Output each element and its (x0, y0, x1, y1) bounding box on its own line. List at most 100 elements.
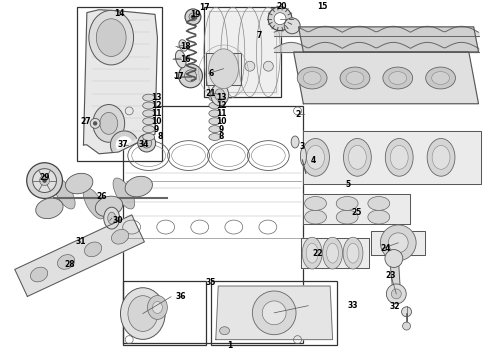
Text: 10: 10 (151, 117, 162, 126)
Circle shape (388, 233, 408, 253)
Polygon shape (298, 27, 479, 52)
Circle shape (185, 9, 201, 25)
Ellipse shape (36, 198, 63, 219)
Ellipse shape (83, 188, 105, 219)
Ellipse shape (297, 67, 327, 89)
Ellipse shape (147, 296, 168, 319)
Text: 37: 37 (117, 140, 128, 149)
Text: 34: 34 (139, 140, 149, 149)
Ellipse shape (66, 173, 93, 194)
Ellipse shape (385, 139, 413, 176)
Ellipse shape (291, 136, 299, 148)
Circle shape (403, 322, 411, 330)
Text: 9: 9 (154, 125, 159, 134)
Text: 5: 5 (345, 180, 351, 189)
Circle shape (43, 179, 46, 182)
Ellipse shape (108, 212, 116, 224)
Circle shape (211, 61, 221, 71)
Text: 24: 24 (381, 244, 392, 253)
Text: 32: 32 (390, 302, 400, 311)
Circle shape (264, 61, 273, 71)
Ellipse shape (121, 288, 165, 339)
Ellipse shape (209, 118, 221, 125)
Polygon shape (117, 137, 131, 149)
Ellipse shape (209, 49, 239, 89)
Polygon shape (83, 10, 157, 154)
Ellipse shape (307, 145, 324, 169)
Text: 12: 12 (217, 101, 227, 110)
Text: 27: 27 (80, 117, 91, 126)
Ellipse shape (306, 243, 318, 263)
Ellipse shape (84, 242, 102, 257)
Text: 14: 14 (114, 9, 125, 18)
Circle shape (138, 134, 156, 152)
Ellipse shape (346, 72, 364, 85)
Text: 21: 21 (206, 89, 216, 98)
Ellipse shape (336, 197, 358, 210)
Ellipse shape (389, 72, 407, 85)
Text: 29: 29 (39, 173, 50, 182)
Ellipse shape (322, 237, 343, 269)
Text: 7: 7 (257, 31, 262, 40)
Text: 19: 19 (190, 10, 200, 19)
Text: 11: 11 (217, 109, 227, 118)
Ellipse shape (347, 243, 359, 263)
Text: 1: 1 (227, 341, 232, 350)
Text: 8: 8 (157, 132, 163, 141)
Ellipse shape (340, 67, 370, 89)
Text: 35: 35 (206, 278, 216, 287)
Ellipse shape (303, 72, 321, 85)
Text: 33: 33 (348, 301, 358, 310)
Circle shape (26, 163, 62, 198)
Text: 22: 22 (313, 249, 323, 258)
Polygon shape (303, 131, 481, 184)
Ellipse shape (143, 102, 155, 109)
Circle shape (284, 18, 300, 34)
Text: 23: 23 (386, 271, 396, 280)
Bar (211, 281, 338, 345)
Polygon shape (390, 256, 401, 297)
Circle shape (262, 301, 286, 325)
Text: 3: 3 (300, 142, 305, 151)
Polygon shape (216, 286, 333, 339)
Circle shape (245, 61, 255, 71)
Ellipse shape (391, 145, 408, 169)
Ellipse shape (336, 210, 358, 224)
Polygon shape (15, 215, 145, 296)
Polygon shape (303, 194, 411, 224)
Ellipse shape (348, 145, 367, 169)
Text: 9: 9 (219, 125, 224, 134)
Circle shape (252, 291, 296, 335)
Circle shape (185, 70, 196, 82)
Ellipse shape (209, 94, 221, 101)
Circle shape (189, 13, 197, 21)
Ellipse shape (383, 67, 413, 89)
Text: 17: 17 (199, 3, 209, 12)
Text: 31: 31 (75, 237, 86, 246)
Polygon shape (294, 52, 479, 104)
Ellipse shape (305, 197, 326, 210)
Text: 25: 25 (352, 208, 362, 217)
Ellipse shape (302, 237, 322, 269)
Ellipse shape (104, 207, 120, 229)
Circle shape (268, 7, 292, 31)
Ellipse shape (125, 176, 152, 197)
Circle shape (94, 122, 97, 125)
Polygon shape (206, 53, 241, 85)
Text: 11: 11 (151, 109, 162, 118)
Polygon shape (110, 131, 137, 152)
Ellipse shape (432, 145, 450, 169)
Ellipse shape (93, 104, 124, 142)
Ellipse shape (209, 134, 221, 140)
Circle shape (387, 284, 406, 304)
Text: 13: 13 (151, 93, 162, 102)
Text: 16: 16 (180, 55, 191, 64)
Polygon shape (371, 231, 425, 255)
Ellipse shape (111, 229, 129, 244)
Bar (123, 105, 303, 343)
Text: 28: 28 (65, 260, 75, 269)
Ellipse shape (128, 296, 158, 332)
Text: 8: 8 (219, 132, 224, 141)
Ellipse shape (100, 112, 118, 134)
Ellipse shape (97, 19, 126, 57)
